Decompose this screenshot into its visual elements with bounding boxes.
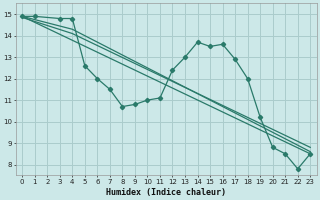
X-axis label: Humidex (Indice chaleur): Humidex (Indice chaleur) <box>106 188 226 197</box>
